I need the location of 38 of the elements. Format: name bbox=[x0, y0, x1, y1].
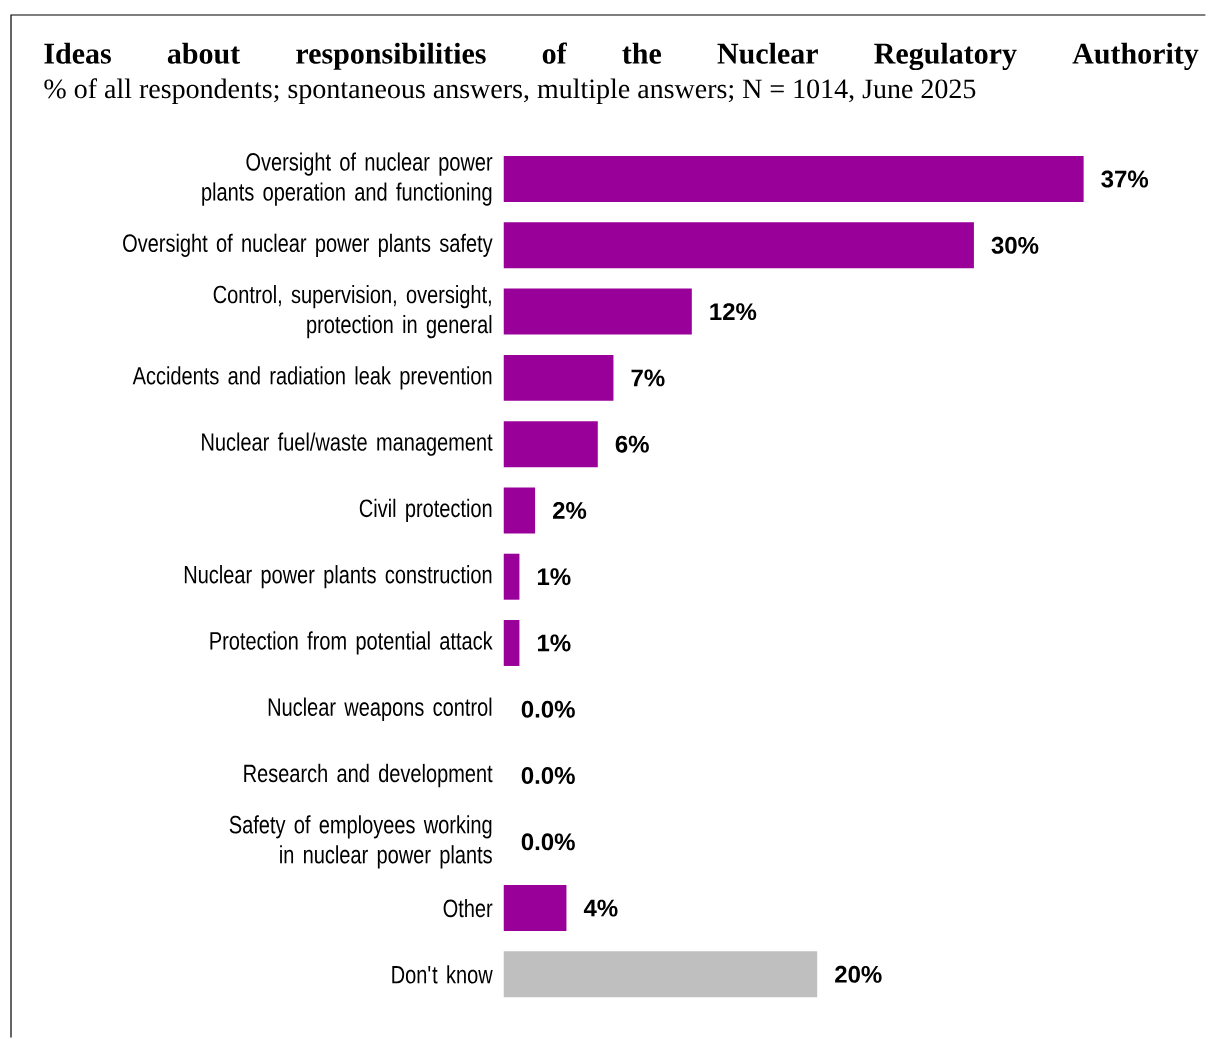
data-label: 20% bbox=[835, 965, 882, 983]
y-tick-label: Research and development bbox=[244, 763, 493, 788]
bar bbox=[503, 619, 520, 666]
bar bbox=[503, 951, 818, 998]
bar bbox=[503, 288, 692, 335]
y-tick-label: Oversight of nuclear power plants safety bbox=[123, 233, 493, 257]
y-tick-label: Nuclear power plants construction bbox=[184, 565, 492, 589]
bar bbox=[503, 553, 520, 600]
data-label: 4% bbox=[583, 899, 618, 917]
chart-title: Ideas about responsibilities of the Nuclear Regulatory Authority bbox=[44, 42, 1199, 71]
y-tick-label: Control, supervision, oversight, protection in general bbox=[213, 284, 492, 339]
data-label: 0.0% bbox=[521, 700, 575, 718]
bar bbox=[503, 354, 614, 401]
bar bbox=[503, 487, 536, 534]
bar bbox=[503, 885, 567, 932]
y-tick-label: Oversight of nuclear power plants operation and functioning bbox=[202, 152, 493, 206]
chart-subtitle: % of all respondents; spontaneous answers, multiple answers; N = 1014, June 2025 bbox=[44, 78, 976, 104]
y-tick-label: Protection from potential attack bbox=[210, 631, 493, 655]
y-tick-label: Safety of employees working in nuclear power plants bbox=[229, 815, 492, 869]
bar bbox=[503, 222, 974, 269]
y-tick-label: Accidents and radiation leak prevention bbox=[132, 366, 492, 390]
data-label: 37% bbox=[1101, 170, 1149, 188]
y-tick-label: Other bbox=[443, 898, 493, 918]
y-tick-label: Nuclear weapons control bbox=[268, 697, 492, 721]
data-label: 2% bbox=[553, 501, 587, 519]
bar bbox=[503, 421, 598, 468]
data-label: 0.0% bbox=[521, 767, 575, 784]
data-label: 0.0% bbox=[521, 833, 575, 851]
data-label: 1% bbox=[537, 568, 571, 586]
y-tick-label: Civil protection bbox=[359, 498, 492, 523]
data-label: 7% bbox=[631, 369, 665, 387]
y-tick-label: Nuclear fuel/waste management bbox=[202, 432, 493, 456]
bar bbox=[503, 156, 1084, 203]
y-tick-label: Don't know bbox=[392, 965, 493, 984]
data-label: 30% bbox=[991, 236, 1039, 254]
data-label: 12% bbox=[710, 303, 757, 321]
data-label: 1% bbox=[537, 634, 571, 652]
data-label: 6% bbox=[615, 435, 649, 453]
